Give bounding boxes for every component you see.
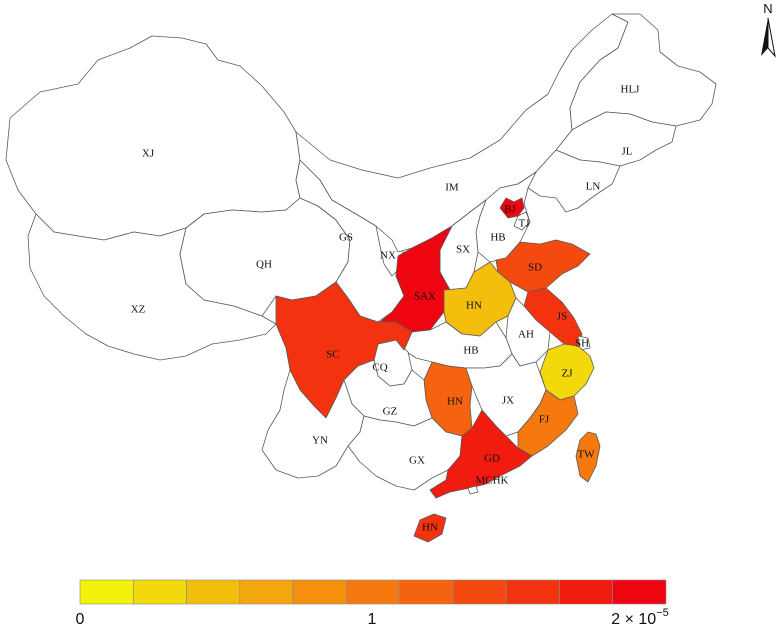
legend-swatch: [292, 579, 347, 605]
legend-swatch: [559, 579, 614, 605]
north-arrow-left-half: [761, 18, 768, 56]
label-hebei: HB: [490, 232, 505, 244]
label-hunan: HN: [447, 396, 463, 408]
label-jx: JX: [502, 395, 514, 407]
legend-swatch: [452, 579, 507, 605]
province-bj: [499, 197, 525, 219]
province-tw: [575, 431, 601, 483]
province-xj: [5, 35, 301, 241]
label-henan: HN: [466, 300, 482, 312]
label-yn: YN: [312, 435, 328, 447]
legend-tick-2-base: 2 × 10: [611, 611, 656, 628]
legend-swatch: [186, 579, 241, 605]
legend-tick-2: 2 × 10−5: [611, 607, 668, 628]
label-ah: AH: [518, 329, 534, 341]
label-fj: FJ: [539, 414, 550, 426]
province-sh: [577, 335, 591, 351]
legend-swatch: [612, 579, 667, 605]
label-sd: SD: [528, 262, 542, 274]
north-arrow-right-half: [767, 17, 776, 58]
province-label-layer: XJ XZ QH GS NX IM HLJ JL LN BJ TJ HB SX …: [131, 84, 641, 534]
label-xz: XZ: [131, 304, 146, 316]
label-mchk: MCHK: [475, 475, 508, 487]
label-hainan: HN: [422, 522, 438, 534]
province-sd: [495, 239, 591, 293]
legend-swatch: [505, 579, 560, 605]
label-ln: LN: [586, 181, 601, 193]
color-scale-legend: [79, 579, 667, 605]
legend-swatch: [132, 579, 187, 605]
legend-tick-0: 0: [76, 611, 85, 628]
label-gz: GZ: [383, 406, 398, 418]
province-fj: [517, 389, 579, 457]
label-tj: TJ: [519, 218, 531, 230]
label-saxi: SAX: [414, 291, 436, 303]
label-js: JS: [557, 311, 567, 323]
label-zj: ZJ: [562, 368, 574, 380]
legend-tick-1: 1: [368, 611, 377, 628]
legend-swatch: [79, 579, 134, 605]
province-xz: [27, 213, 277, 361]
legend-swatch: [346, 579, 400, 605]
label-shanxi: SX: [456, 244, 470, 256]
label-bj: BJ: [504, 204, 516, 216]
province-hainan: [413, 513, 447, 543]
legend-tick-2-exponent: −5: [656, 607, 669, 619]
label-gs: GS: [339, 232, 353, 244]
label-tw: TW: [577, 449, 595, 461]
label-hlj: HLJ: [621, 84, 641, 96]
label-sh: SH: [575, 338, 589, 350]
province-mchk: [467, 485, 479, 495]
label-hubei: HB: [463, 345, 478, 357]
north-arrow: N: [761, 1, 776, 58]
label-cq: CQ: [372, 362, 387, 374]
label-gx: GX: [409, 455, 425, 467]
label-im: IM: [445, 182, 459, 194]
north-letter: N: [763, 1, 772, 16]
province-layer: [5, 13, 717, 543]
province-gd: [429, 409, 533, 499]
label-gd: GD: [484, 453, 500, 465]
label-xj: XJ: [142, 148, 155, 160]
label-sc: SC: [326, 349, 339, 361]
province-ln: [527, 149, 621, 213]
label-jl: JL: [622, 146, 633, 158]
label-qh: QH: [256, 259, 272, 271]
label-nx: NX: [380, 250, 396, 262]
legend-swatch: [239, 579, 294, 605]
legend-swatch: [399, 579, 454, 605]
province-tj: [513, 211, 531, 231]
